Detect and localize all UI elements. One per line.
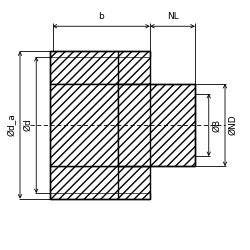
Polygon shape	[50, 84, 117, 166]
Polygon shape	[118, 84, 195, 166]
Text: Ød_a: Ød_a	[7, 114, 16, 136]
Text: b: b	[98, 12, 104, 21]
Text: ØB: ØB	[212, 118, 222, 132]
Polygon shape	[50, 166, 150, 199]
Text: ØND: ØND	[229, 115, 238, 135]
Text: NL: NL	[166, 12, 178, 21]
Text: Ød: Ød	[24, 119, 32, 132]
Polygon shape	[50, 51, 150, 84]
